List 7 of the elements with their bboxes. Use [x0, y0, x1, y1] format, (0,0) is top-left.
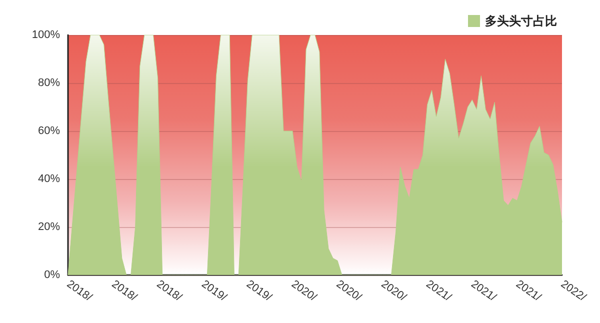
- legend-label: 多头头寸占比: [485, 14, 557, 28]
- y-tick-label: 20%: [38, 221, 60, 233]
- y-tick-label: 0%: [44, 269, 60, 281]
- y-tick-label: 40%: [38, 173, 60, 185]
- y-tick-label: 60%: [38, 125, 60, 137]
- y-tick-label: 80%: [38, 77, 60, 89]
- y-tick-label: 100%: [32, 29, 60, 41]
